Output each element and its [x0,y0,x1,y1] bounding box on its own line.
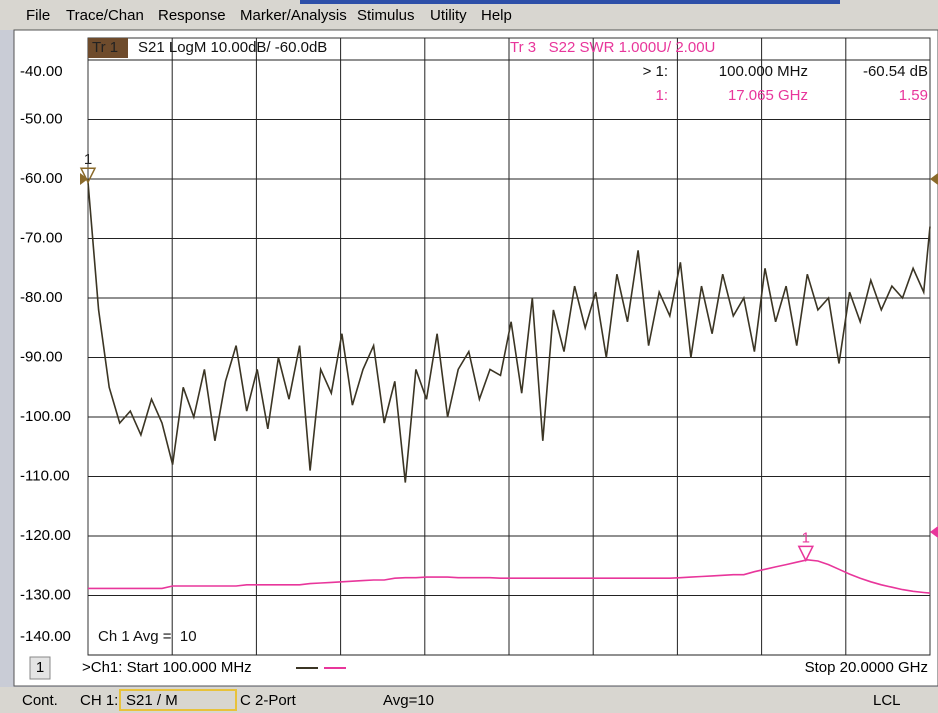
y-tick-label: -120.00 [20,527,71,544]
reference-arrow [80,173,88,185]
reference-arrow [930,526,938,538]
menu-bar [0,0,938,30]
y-tick-label: -50.00 [20,110,63,127]
trace-header: Tr 3 S22 SWR 1.000U/ 2.00U [510,39,715,56]
reference-arrow [930,173,938,185]
y-tick-label: -130.00 [20,586,71,603]
marker-readout: 17.065 GHz [728,87,808,104]
y-tick-label: -140.00 [20,628,71,645]
marker-readout: 1: [655,87,668,104]
menu-item[interactable]: Help [481,7,512,24]
trace-line [87,181,931,483]
y-tick-label: -60.00 [20,170,63,187]
menu-item[interactable]: Stimulus [357,7,415,24]
menu-item[interactable]: Response [158,7,226,24]
trace-id: Tr 1 [92,39,118,56]
marker [797,545,815,563]
y-tick-label: -100.00 [20,408,71,425]
marker-label: 1 [802,529,810,546]
status-item: S21 / M [126,692,178,709]
marker-readout: 100.000 MHz [719,63,808,80]
stop-label: Stop 20.0000 GHz [805,659,928,676]
trace-header: S21 LogM 10.00dB/ -60.0dB [138,39,327,56]
trace-line [88,558,931,594]
status-bar [0,687,938,713]
menu-item[interactable]: File [26,7,50,24]
status-item: Avg=10 [383,692,434,709]
channel-box [29,656,51,680]
status-item: CH 1: [80,692,118,709]
marker [79,167,97,184]
marker-readout: > 1: [643,63,668,80]
channel-number: 1 [36,659,44,676]
y-tick-label: -80.00 [20,289,63,306]
title-strip [300,0,840,4]
status-item: LCL [873,692,901,709]
y-tick-label: -40.00 [20,63,63,80]
marker-readout: -60.54 dB [863,63,928,80]
y-tick-label: -90.00 [20,348,63,365]
annotation: Ch 1 Avg = 10 [98,628,197,645]
start-label: >Ch1: Start 100.000 MHz [82,659,252,676]
status-field [119,689,237,711]
y-tick-label: -110.00 [20,467,70,484]
menu-item[interactable]: Trace/Chan [66,7,144,24]
trace-badge [88,38,128,58]
marker-label: 1 [84,151,92,168]
grid [88,38,930,656]
marker-readout: 1.59 [899,87,928,104]
menu-item[interactable]: Utility [430,7,467,24]
status-item: C 2-Port [240,692,297,709]
menu-item[interactable]: Marker/Analysis [240,7,347,24]
y-tick-label: -70.00 [20,229,63,246]
status-item: Cont. [22,692,58,709]
